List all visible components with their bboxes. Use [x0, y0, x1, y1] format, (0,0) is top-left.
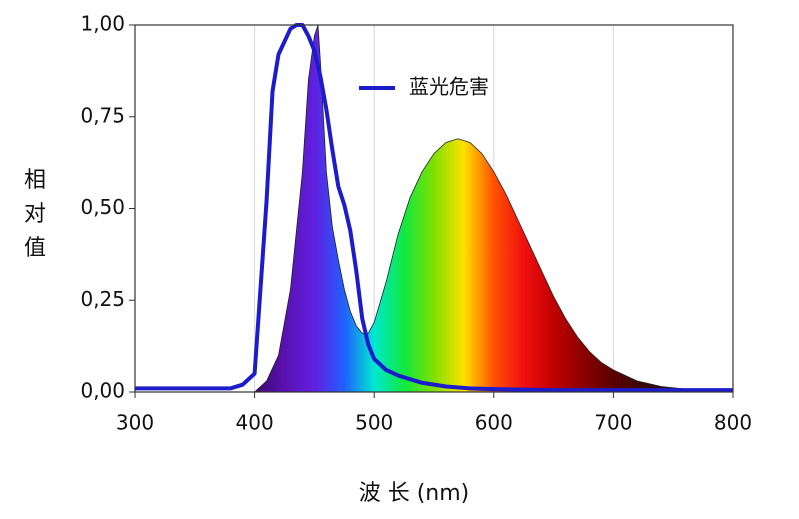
- spectrum-area: [253, 24, 734, 393]
- x-tick-label: 700: [594, 411, 632, 435]
- legend-label: 蓝光危害: [409, 75, 489, 99]
- plot-frame: [134, 24, 734, 393]
- y-tick-label: 0,00: [80, 379, 125, 403]
- x-tick-label: 800: [714, 411, 752, 435]
- x-tick-label: 400: [236, 411, 274, 435]
- x-tick-label: 600: [475, 411, 513, 435]
- series-line: [135, 23, 733, 393]
- x-axis-label: 波 长 (nm): [359, 481, 470, 506]
- y-axis-label: 相对值: [24, 168, 46, 261]
- y-tick-label: 0,75: [80, 103, 125, 127]
- x-tick-label: 300: [116, 411, 154, 435]
- y-tick-label: 0,25: [80, 287, 125, 311]
- y-tick-label: 0,50: [80, 195, 125, 219]
- y-tick-label: 1,00: [80, 12, 125, 36]
- x-tick-label: 500: [355, 411, 393, 435]
